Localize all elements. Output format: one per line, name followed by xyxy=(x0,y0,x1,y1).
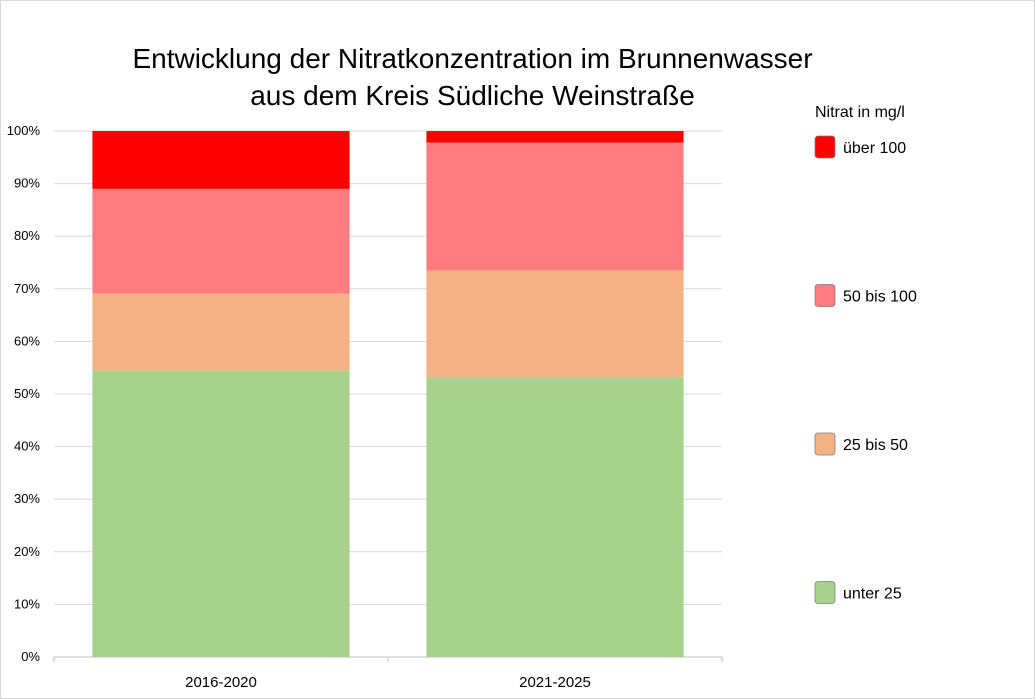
legend: über 100 50 bis 100 25 bis 50 unter 25 xyxy=(814,135,917,604)
bars xyxy=(92,131,684,657)
bar-segment-über-100 xyxy=(92,131,350,189)
legend-entry-label: 50 bis 100 xyxy=(843,289,917,306)
x-category-label: 2016-2020 xyxy=(185,674,257,691)
legend-swatch xyxy=(814,581,836,604)
bar-segment-50-bis-100 xyxy=(92,188,350,294)
chart-title-line-1: Entwicklung der Nitratkonzentration im B… xyxy=(132,43,813,74)
y-tick-label: 40% xyxy=(14,439,40,454)
legend-title: Nitrat in mg/l xyxy=(815,104,905,121)
bar-segment-unter-25 xyxy=(426,377,684,657)
legend-swatch xyxy=(814,432,836,456)
bar-segment-25-bis-50 xyxy=(92,293,350,371)
y-tick-label: 30% xyxy=(14,491,40,506)
legend-swatch xyxy=(814,135,836,159)
y-tick-label: 80% xyxy=(14,228,40,243)
chart-title: Entwicklung der Nitratkonzentration im B… xyxy=(100,40,845,114)
chart-title-line-2: aus dem Kreis Südliche Weinstraße xyxy=(250,80,695,111)
legend-swatch xyxy=(814,284,836,307)
axes xyxy=(53,656,723,662)
bar-segment-über-100 xyxy=(426,131,684,143)
y-tick-label: 50% xyxy=(14,386,40,401)
y-tick-label: 0% xyxy=(21,649,40,664)
y-tick-label: 10% xyxy=(14,596,40,611)
legend-entry-label: 25 bis 50 xyxy=(843,437,908,454)
y-tick-label: 70% xyxy=(14,281,40,296)
y-tick-label: 60% xyxy=(14,333,40,348)
legend-entry-label: über 100 xyxy=(843,140,906,157)
axis-labels: 0% 10% 20% 30% 40% 50% 60% 70% 80% 90% 100% 2016-20… xyxy=(7,123,591,691)
y-tick-label: 100% xyxy=(7,123,41,138)
y-tick-label: 20% xyxy=(14,544,40,559)
bar-segment-50-bis-100 xyxy=(426,142,684,271)
x-category-label: 2021-2025 xyxy=(519,674,591,691)
bar-segment-unter-25 xyxy=(92,370,350,657)
bar-segment-25-bis-50 xyxy=(426,270,684,378)
y-tick-label: 90% xyxy=(14,176,40,191)
legend-entry-label: unter 25 xyxy=(843,586,902,603)
